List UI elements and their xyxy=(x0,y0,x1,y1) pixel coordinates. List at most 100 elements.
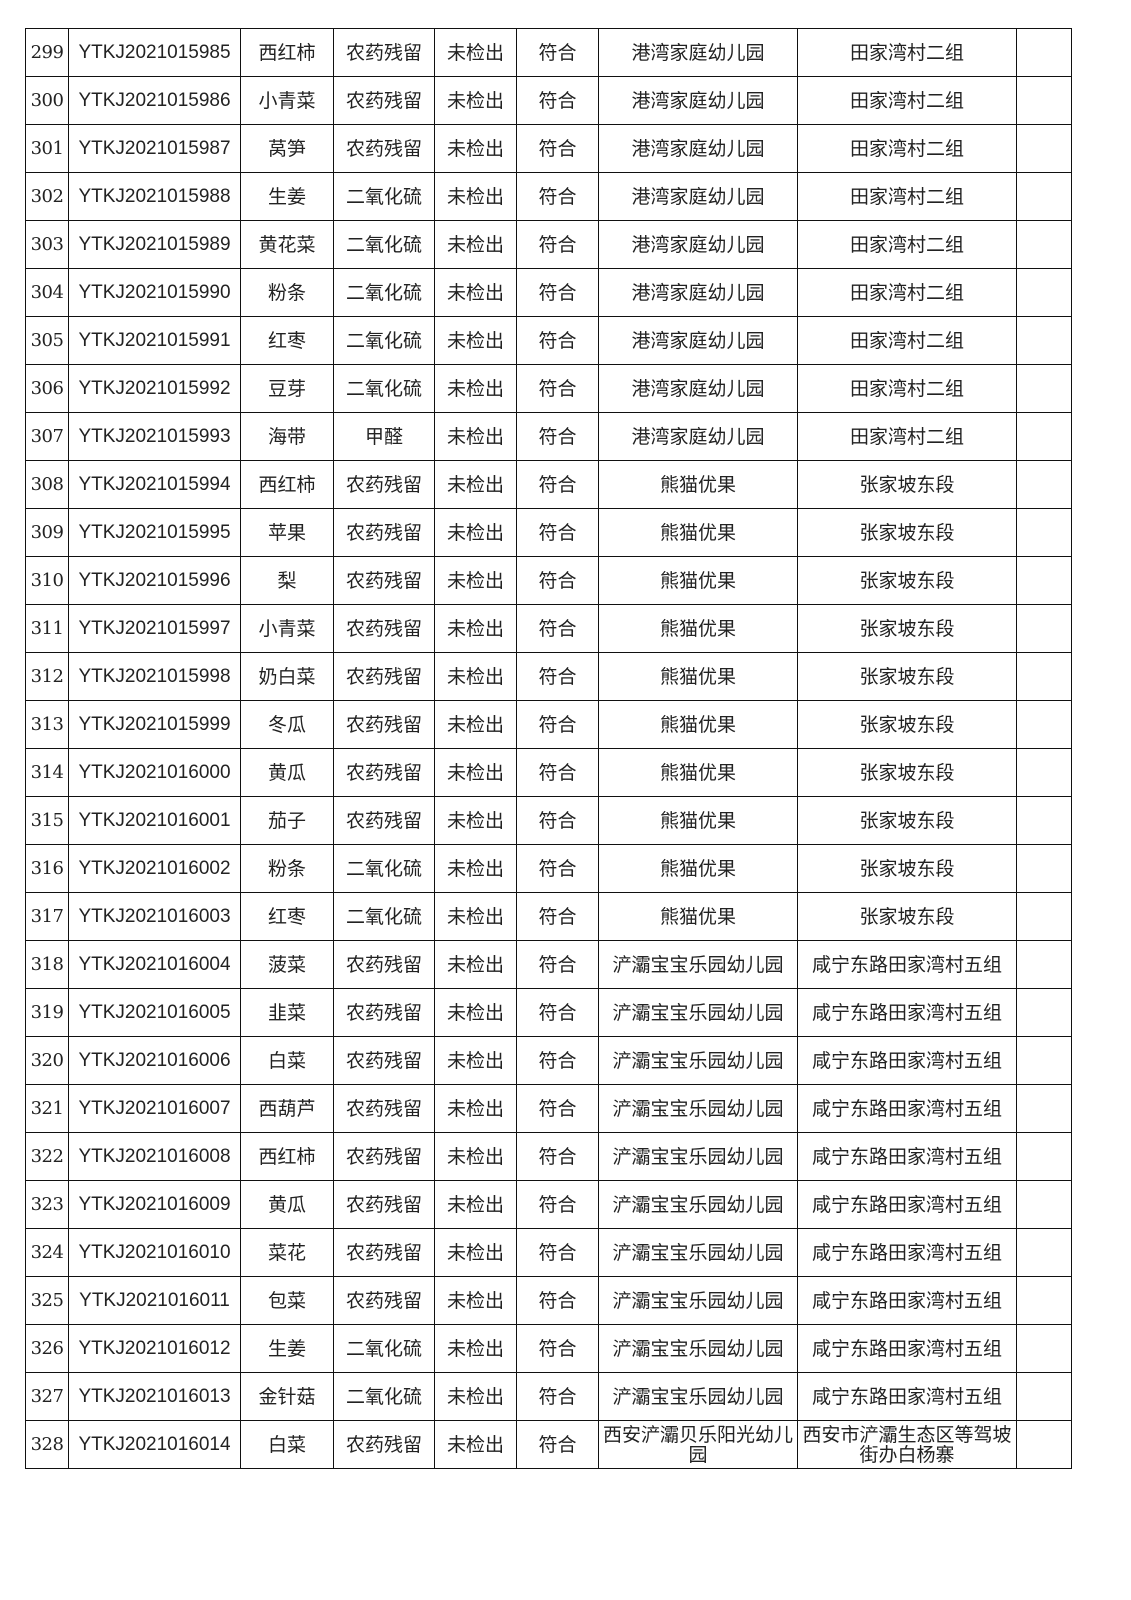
conclusion-cell: 符合 xyxy=(516,604,599,653)
table-row: 313 YTKJ2021015999 冬瓜 农药残留 未检出 符合 熊猫优果 张家坡东段 xyxy=(25,700,1072,749)
conclusion-cell: 符合 xyxy=(516,508,599,557)
conclusion-cell: 符合 xyxy=(516,556,599,605)
row-number-cell: 312 xyxy=(25,652,69,701)
unit-name-cell: 熊猫优果 xyxy=(598,508,798,557)
row-number-cell: 326 xyxy=(25,1324,69,1373)
unit-address-cell: 咸宁东路田家湾村五组 xyxy=(797,1276,1017,1325)
sample-code-cell: YTKJ2021015999 xyxy=(68,700,241,749)
remarks-cell xyxy=(1016,652,1072,701)
sample-code-cell: YTKJ2021015985 xyxy=(68,28,241,77)
unit-address-cell: 张家坡东段 xyxy=(797,604,1017,653)
table-row: 308 YTKJ2021015994 西红柿 农药残留 未检出 符合 熊猫优果 张家坡东段 xyxy=(25,460,1072,509)
row-number-cell: 313 xyxy=(25,700,69,749)
sample-name-cell: 红枣 xyxy=(240,316,334,365)
row-number-cell: 304 xyxy=(25,268,69,317)
sample-name-cell: 生姜 xyxy=(240,1324,334,1373)
row-number-cell: 305 xyxy=(25,316,69,365)
table-row: 323 YTKJ2021016009 黄瓜 农药残留 未检出 符合 浐灞宝宝乐园幼儿园 咸宁东… xyxy=(25,1180,1072,1229)
remarks-cell xyxy=(1016,988,1072,1037)
unit-address-cell: 咸宁东路田家湾村五组 xyxy=(797,1228,1017,1277)
row-number-cell: 328 xyxy=(25,1420,69,1469)
sample-code-cell: YTKJ2021016012 xyxy=(68,1324,241,1373)
sample-name-cell: 豆芽 xyxy=(240,364,334,413)
sample-code-cell: YTKJ2021015993 xyxy=(68,412,241,461)
sample-name-cell: 粉条 xyxy=(240,844,334,893)
unit-name-cell: 熊猫优果 xyxy=(598,460,798,509)
table-row: 317 YTKJ2021016003 红枣 二氧化硫 未检出 符合 熊猫优果 张家坡东段 xyxy=(25,892,1072,941)
test-item-cell: 农药残留 xyxy=(333,940,435,989)
table-row: 327 YTKJ2021016013 金针菇 二氧化硫 未检出 符合 浐灞宝宝乐园幼儿园 咸宁… xyxy=(25,1372,1072,1421)
row-number-cell: 314 xyxy=(25,748,69,797)
unit-name-cell: 浐灞宝宝乐园幼儿园 xyxy=(598,1324,798,1373)
conclusion-cell: 符合 xyxy=(516,28,599,77)
unit-name-cell: 港湾家庭幼儿园 xyxy=(598,28,798,77)
test-item-cell: 农药残留 xyxy=(333,1228,435,1277)
remarks-cell xyxy=(1016,460,1072,509)
test-item-cell: 农药残留 xyxy=(333,748,435,797)
test-result-cell: 未检出 xyxy=(434,316,517,365)
unit-name-cell: 熊猫优果 xyxy=(598,700,798,749)
remarks-cell xyxy=(1016,796,1072,845)
sample-code-cell: YTKJ2021016004 xyxy=(68,940,241,989)
conclusion-cell: 符合 xyxy=(516,1132,599,1181)
conclusion-cell: 符合 xyxy=(516,652,599,701)
unit-address-cell: 张家坡东段 xyxy=(797,844,1017,893)
sample-code-cell: YTKJ2021016007 xyxy=(68,1084,241,1133)
remarks-cell xyxy=(1016,316,1072,365)
conclusion-cell: 符合 xyxy=(516,76,599,125)
test-result-cell: 未检出 xyxy=(434,796,517,845)
test-result-cell: 未检出 xyxy=(434,1228,517,1277)
unit-name-cell: 港湾家庭幼儿园 xyxy=(598,268,798,317)
sample-code-cell: YTKJ2021015989 xyxy=(68,220,241,269)
conclusion-cell: 符合 xyxy=(516,1372,599,1421)
table-row: 314 YTKJ2021016000 黄瓜 农药残留 未检出 符合 熊猫优果 张家坡东段 xyxy=(25,748,1072,797)
test-result-cell: 未检出 xyxy=(434,892,517,941)
table-row: 319 YTKJ2021016005 韭菜 农药残留 未检出 符合 浐灞宝宝乐园幼儿园 咸宁东… xyxy=(25,988,1072,1037)
test-item-cell: 二氧化硫 xyxy=(333,892,435,941)
sample-code-cell: YTKJ2021016009 xyxy=(68,1180,241,1229)
test-result-cell: 未检出 xyxy=(434,1132,517,1181)
row-number-cell: 299 xyxy=(25,28,69,77)
row-number-cell: 324 xyxy=(25,1228,69,1277)
sample-name-cell: 小青菜 xyxy=(240,76,334,125)
test-result-cell: 未检出 xyxy=(434,1084,517,1133)
unit-address-cell: 西安市浐灞生态区等驾坡街办白杨寨 xyxy=(797,1420,1017,1469)
sample-name-cell: 菜花 xyxy=(240,1228,334,1277)
conclusion-cell: 符合 xyxy=(516,1084,599,1133)
unit-name-cell: 港湾家庭幼儿园 xyxy=(598,316,798,365)
row-number-cell: 303 xyxy=(25,220,69,269)
conclusion-cell: 符合 xyxy=(516,460,599,509)
row-number-cell: 317 xyxy=(25,892,69,941)
sample-name-cell: 冬瓜 xyxy=(240,700,334,749)
unit-address-cell: 田家湾村二组 xyxy=(797,76,1017,125)
remarks-cell xyxy=(1016,1420,1072,1469)
table-row: 322 YTKJ2021016008 西红柿 农药残留 未检出 符合 浐灞宝宝乐园幼儿园 咸宁… xyxy=(25,1132,1072,1181)
sample-name-cell: 莴笋 xyxy=(240,124,334,173)
table-row: 300 YTKJ2021015986 小青菜 农药残留 未检出 符合 港湾家庭幼儿园 田家湾村… xyxy=(25,76,1072,125)
unit-name-cell: 熊猫优果 xyxy=(598,652,798,701)
test-item-cell: 农药残留 xyxy=(333,556,435,605)
sample-code-cell: YTKJ2021016008 xyxy=(68,1132,241,1181)
sample-name-cell: 海带 xyxy=(240,412,334,461)
unit-address-cell: 田家湾村二组 xyxy=(797,364,1017,413)
sample-name-cell: 黄瓜 xyxy=(240,748,334,797)
unit-address-cell: 咸宁东路田家湾村五组 xyxy=(797,1084,1017,1133)
remarks-cell xyxy=(1016,76,1072,125)
unit-name-cell: 浐灞宝宝乐园幼儿园 xyxy=(598,1084,798,1133)
sample-code-cell: YTKJ2021015990 xyxy=(68,268,241,317)
conclusion-cell: 符合 xyxy=(516,940,599,989)
sample-code-cell: YTKJ2021015997 xyxy=(68,604,241,653)
remarks-cell xyxy=(1016,1132,1072,1181)
sample-name-cell: 白菜 xyxy=(240,1420,334,1469)
test-result-cell: 未检出 xyxy=(434,172,517,221)
remarks-cell xyxy=(1016,1228,1072,1277)
test-result-cell: 未检出 xyxy=(434,1372,517,1421)
remarks-cell xyxy=(1016,220,1072,269)
row-number-cell: 321 xyxy=(25,1084,69,1133)
unit-name-cell: 浐灞宝宝乐园幼儿园 xyxy=(598,1132,798,1181)
remarks-cell xyxy=(1016,268,1072,317)
row-number-cell: 308 xyxy=(25,460,69,509)
sample-code-cell: YTKJ2021016002 xyxy=(68,844,241,893)
unit-address-cell: 张家坡东段 xyxy=(797,748,1017,797)
sample-name-cell: 生姜 xyxy=(240,172,334,221)
